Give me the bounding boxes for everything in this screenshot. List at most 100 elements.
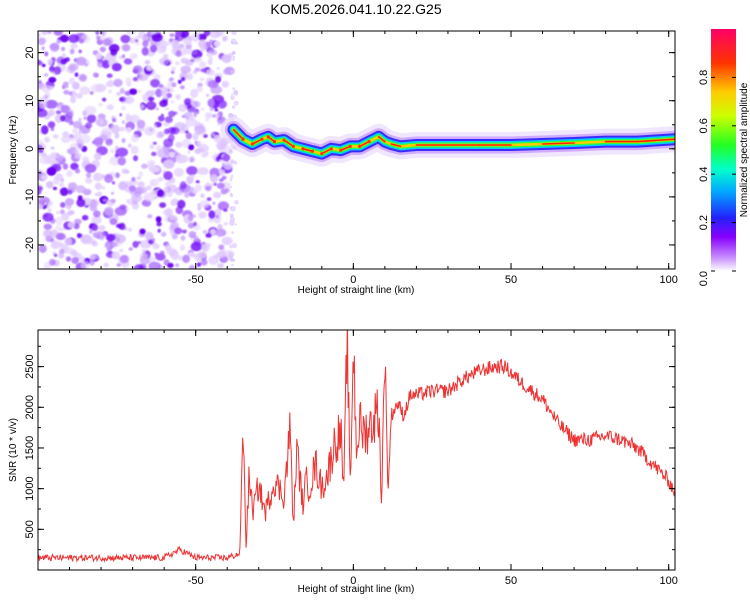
track-core-segment bbox=[339, 145, 352, 151]
track-core-segment bbox=[232, 128, 244, 140]
noise-blob bbox=[137, 241, 142, 244]
noise-blob bbox=[213, 191, 222, 199]
noise-blob bbox=[61, 135, 71, 143]
noise-blob bbox=[111, 241, 118, 247]
noise-blob bbox=[61, 46, 66, 52]
noise-blob bbox=[108, 89, 112, 94]
spectrogram-heatmap bbox=[38, 31, 675, 269]
noise-blob bbox=[38, 33, 41, 38]
noise-edge-dot bbox=[231, 231, 235, 235]
noise-blob bbox=[41, 85, 52, 93]
track-core-segment bbox=[302, 148, 314, 152]
noise-blob bbox=[225, 188, 230, 193]
noise-blob bbox=[194, 184, 202, 192]
noise-blob bbox=[122, 54, 126, 59]
noise-blob bbox=[130, 114, 140, 124]
noise-blob bbox=[159, 202, 167, 208]
noise-blob bbox=[150, 78, 161, 88]
noise-blob bbox=[47, 121, 56, 129]
noise-edge-dot bbox=[232, 58, 235, 61]
noise-blob bbox=[116, 91, 121, 96]
colorbar-label: Normalized spectral amplitude bbox=[739, 82, 750, 217]
noise-blob bbox=[213, 182, 217, 186]
noise-blob bbox=[69, 48, 75, 55]
noise-blob bbox=[55, 225, 61, 230]
track-core-segment bbox=[377, 136, 386, 143]
noise-blob bbox=[137, 181, 145, 189]
track-core-segment bbox=[283, 139, 295, 148]
track-dot bbox=[282, 138, 286, 142]
noise-blob bbox=[84, 105, 97, 115]
noise-blob bbox=[41, 46, 45, 51]
noise-blob bbox=[85, 122, 93, 129]
noise-blob bbox=[221, 175, 227, 180]
noise-blob bbox=[128, 143, 132, 148]
colorbar-ticks: 0.0 0.2 0.4 0.6 0.8 bbox=[698, 70, 736, 286]
x-tick-label: 50 bbox=[505, 274, 517, 286]
noise-blob bbox=[171, 66, 176, 72]
noise-blob bbox=[59, 34, 69, 43]
noise-blob bbox=[53, 253, 58, 257]
noise-blob bbox=[72, 148, 80, 156]
noise-blob bbox=[144, 59, 151, 65]
noise-blob bbox=[56, 211, 60, 215]
noise-blob bbox=[44, 92, 51, 99]
noise-edge-dot bbox=[229, 193, 234, 198]
track-dot bbox=[250, 142, 254, 146]
noise-blob bbox=[160, 86, 168, 94]
noise-blob bbox=[205, 117, 210, 122]
chart-title: KOM5.2026.041.10.22.G25 bbox=[270, 1, 442, 17]
noise-blob bbox=[100, 130, 112, 140]
noise-blob bbox=[199, 200, 210, 208]
noise-blob bbox=[92, 224, 99, 232]
track-dot bbox=[291, 144, 295, 148]
noise-blob bbox=[171, 42, 180, 49]
noise-blob bbox=[66, 111, 74, 119]
noise-blob bbox=[195, 56, 203, 63]
noise-blob bbox=[218, 244, 225, 250]
noise-blob bbox=[45, 181, 54, 189]
noise-blob bbox=[222, 69, 229, 75]
noise-blob bbox=[187, 35, 193, 41]
noise-blob bbox=[105, 138, 113, 145]
noise-blob bbox=[179, 181, 187, 190]
track-dot bbox=[260, 137, 264, 141]
noise-blob bbox=[209, 106, 214, 112]
noise-blob bbox=[132, 240, 139, 248]
snr-frame bbox=[37, 329, 676, 571]
noise-blob bbox=[178, 43, 185, 49]
noise-blob bbox=[219, 100, 228, 109]
track-dot bbox=[310, 149, 314, 153]
y-tick-label: 1500 bbox=[24, 436, 36, 460]
noise-blob bbox=[166, 82, 173, 89]
noise-blob bbox=[177, 79, 182, 84]
noise-blob bbox=[209, 39, 214, 45]
noise-blob bbox=[167, 127, 177, 135]
noise-blob bbox=[41, 31, 49, 36]
noise-blob bbox=[216, 67, 220, 70]
noise-blob bbox=[185, 132, 193, 140]
noise-blob bbox=[163, 171, 173, 181]
noise-blob bbox=[194, 148, 202, 154]
noise-blob bbox=[151, 33, 163, 42]
snr-series-line bbox=[38, 330, 675, 563]
noise-blob bbox=[216, 229, 223, 237]
noise-blob bbox=[175, 94, 181, 100]
noise-blob bbox=[216, 182, 225, 189]
noise-blob bbox=[167, 191, 173, 197]
noise-blob bbox=[204, 183, 208, 187]
noise-edge-dot bbox=[233, 100, 239, 106]
noise-blob bbox=[90, 83, 103, 93]
noise-edge-dot bbox=[234, 41, 239, 45]
noise-blob bbox=[109, 149, 116, 154]
noise-blob bbox=[111, 62, 122, 72]
noise-blob bbox=[129, 88, 138, 95]
noise-blob bbox=[53, 176, 60, 185]
track-dot bbox=[339, 148, 343, 152]
noise-blob bbox=[72, 81, 80, 90]
noise-blob bbox=[145, 90, 155, 97]
noise-blob bbox=[72, 128, 78, 134]
noise-blob bbox=[136, 119, 146, 129]
noise-blob bbox=[47, 208, 52, 213]
noise-blob bbox=[149, 178, 159, 187]
